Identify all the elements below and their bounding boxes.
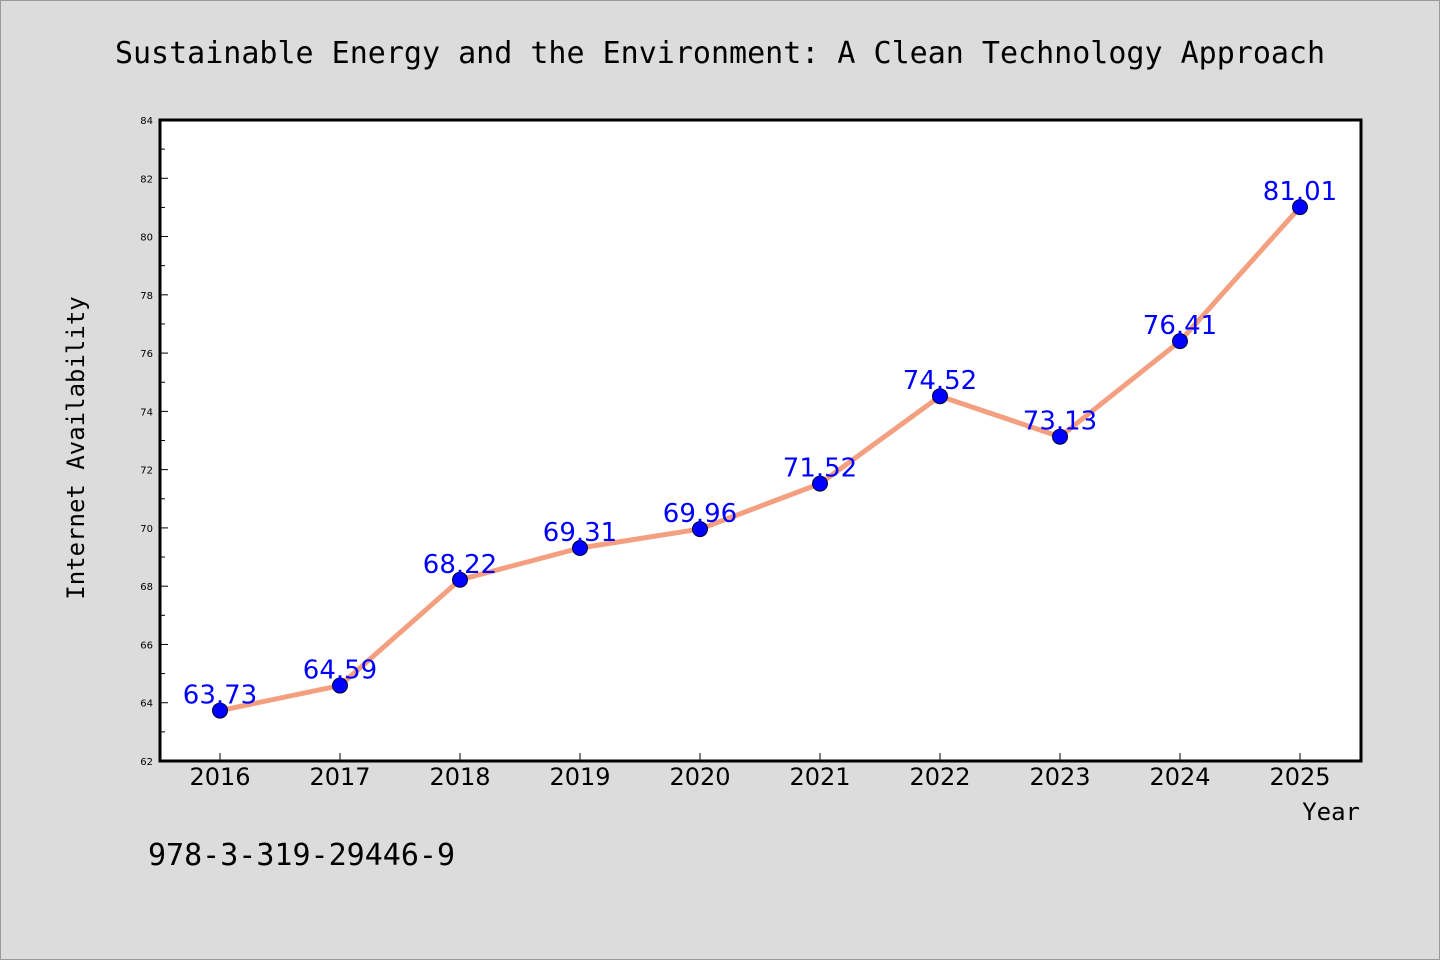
plot-border <box>158 118 1363 763</box>
y-tick-label: 74 <box>140 407 153 418</box>
plot-area <box>160 120 1361 761</box>
data-point-marker <box>1052 428 1068 445</box>
x-tick-label: 2018 <box>429 763 490 791</box>
x-tick-label: 2025 <box>1269 763 1330 791</box>
y-tick-label: 70 <box>140 524 153 535</box>
data-label: 69.96 <box>663 499 737 529</box>
x-tick-label: 2021 <box>789 763 850 791</box>
isbn-label: 978-3-319-29446-9 <box>148 838 455 873</box>
data-point-marker <box>332 677 348 694</box>
x-tick-label: 2019 <box>549 763 610 791</box>
x-axis-title: Year <box>1302 798 1360 826</box>
series-line-layer <box>217 204 1303 714</box>
data-label: 81.01 <box>1263 177 1337 207</box>
y-tick-label: 78 <box>140 291 153 302</box>
data-label-layer: 63.73 64.59 68.22 69.31 69.96 71.52 74.52 73.13… <box>183 177 1337 710</box>
data-point-marker <box>1172 333 1188 350</box>
axis-ticks: 62 64 66 68 70 72 74 76 78 80 82 84 2016 2017 2018 2019… <box>140 116 1330 791</box>
x-tick-label: 2017 <box>309 763 370 791</box>
data-point-marker <box>812 475 828 492</box>
y-tick-label: 76 <box>140 349 153 360</box>
y-tick-label: 68 <box>140 582 153 593</box>
data-point-marker <box>1292 199 1308 216</box>
series-line <box>217 204 1303 714</box>
data-label: 68.22 <box>423 550 497 580</box>
y-tick-label: 64 <box>140 699 153 710</box>
x-tick-label: 2020 <box>669 763 730 791</box>
y-axis-title: Internet Availability <box>62 296 90 599</box>
data-point-marker <box>452 571 468 588</box>
y-tick-label: 84 <box>140 116 153 127</box>
data-label: 69.31 <box>543 518 617 548</box>
y-tick-label: 80 <box>140 233 153 244</box>
chart-title: Sustainable Energy and the Environment: … <box>115 36 1325 71</box>
data-label: 74.52 <box>903 366 977 396</box>
data-point-marker <box>212 702 228 719</box>
data-point-marker <box>572 540 588 557</box>
x-tick-label: 2016 <box>189 763 250 791</box>
y-tick-label: 66 <box>140 640 153 651</box>
x-tick-label: 2022 <box>909 763 970 791</box>
y-tick-label: 82 <box>140 174 153 185</box>
data-point-marker <box>692 521 708 538</box>
series-marker-layer <box>212 199 1308 719</box>
y-tick-label: 72 <box>140 466 153 477</box>
y-tick-label: 62 <box>140 757 153 768</box>
data-point-marker <box>932 388 948 405</box>
data-label: 76.41 <box>1143 311 1217 341</box>
data-label: 71.52 <box>783 454 857 484</box>
x-tick-label: 2024 <box>1149 763 1210 791</box>
x-tick-label: 2023 <box>1029 763 1090 791</box>
data-label: 63.73 <box>183 681 257 711</box>
data-label: 64.59 <box>303 656 377 686</box>
data-label: 73.13 <box>1023 407 1097 437</box>
